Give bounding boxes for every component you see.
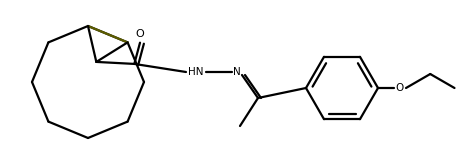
Text: N: N xyxy=(233,67,241,77)
Text: O: O xyxy=(136,29,145,39)
Text: HN: HN xyxy=(188,67,204,77)
Text: O: O xyxy=(396,83,404,93)
